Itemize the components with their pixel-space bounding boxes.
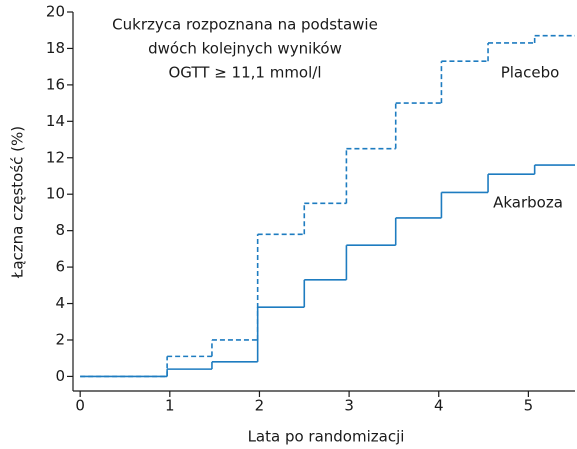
x-axis-label: Lata po randomizacji <box>248 428 405 446</box>
y-tick-label: 2 <box>55 330 65 348</box>
series-label: Akarboza <box>493 194 563 212</box>
y-tick-label: 10 <box>46 185 65 203</box>
y-tick-label: 16 <box>46 75 65 93</box>
y-axis-label: Łączna częstość (%) <box>9 126 27 279</box>
y-tick-label: 8 <box>55 221 65 239</box>
y-tick-label: 14 <box>46 112 65 130</box>
y-tick-label: 0 <box>55 367 65 385</box>
series-label: Placebo <box>501 64 560 82</box>
x-tick-label: 4 <box>434 397 444 415</box>
y-tick-label: 4 <box>55 294 65 312</box>
annotation: Cukrzyca rozpoznana na podstawie <box>112 16 378 34</box>
y-tick-label: 6 <box>55 258 65 276</box>
x-tick-label: 5 <box>524 397 534 415</box>
x-tick-label: 1 <box>165 397 175 415</box>
x-tick-label: 0 <box>75 397 85 415</box>
annotation: OGTT ≥ 11,1 mmol/l <box>168 64 321 82</box>
x-tick-label: 2 <box>255 397 265 415</box>
x-tick-label: 3 <box>344 397 354 415</box>
y-tick-label: 12 <box>46 148 65 166</box>
annotation: dwóch kolejnych wyników <box>148 40 342 58</box>
y-tick-label: 18 <box>46 39 65 57</box>
y-tick-label: 20 <box>46 3 65 21</box>
